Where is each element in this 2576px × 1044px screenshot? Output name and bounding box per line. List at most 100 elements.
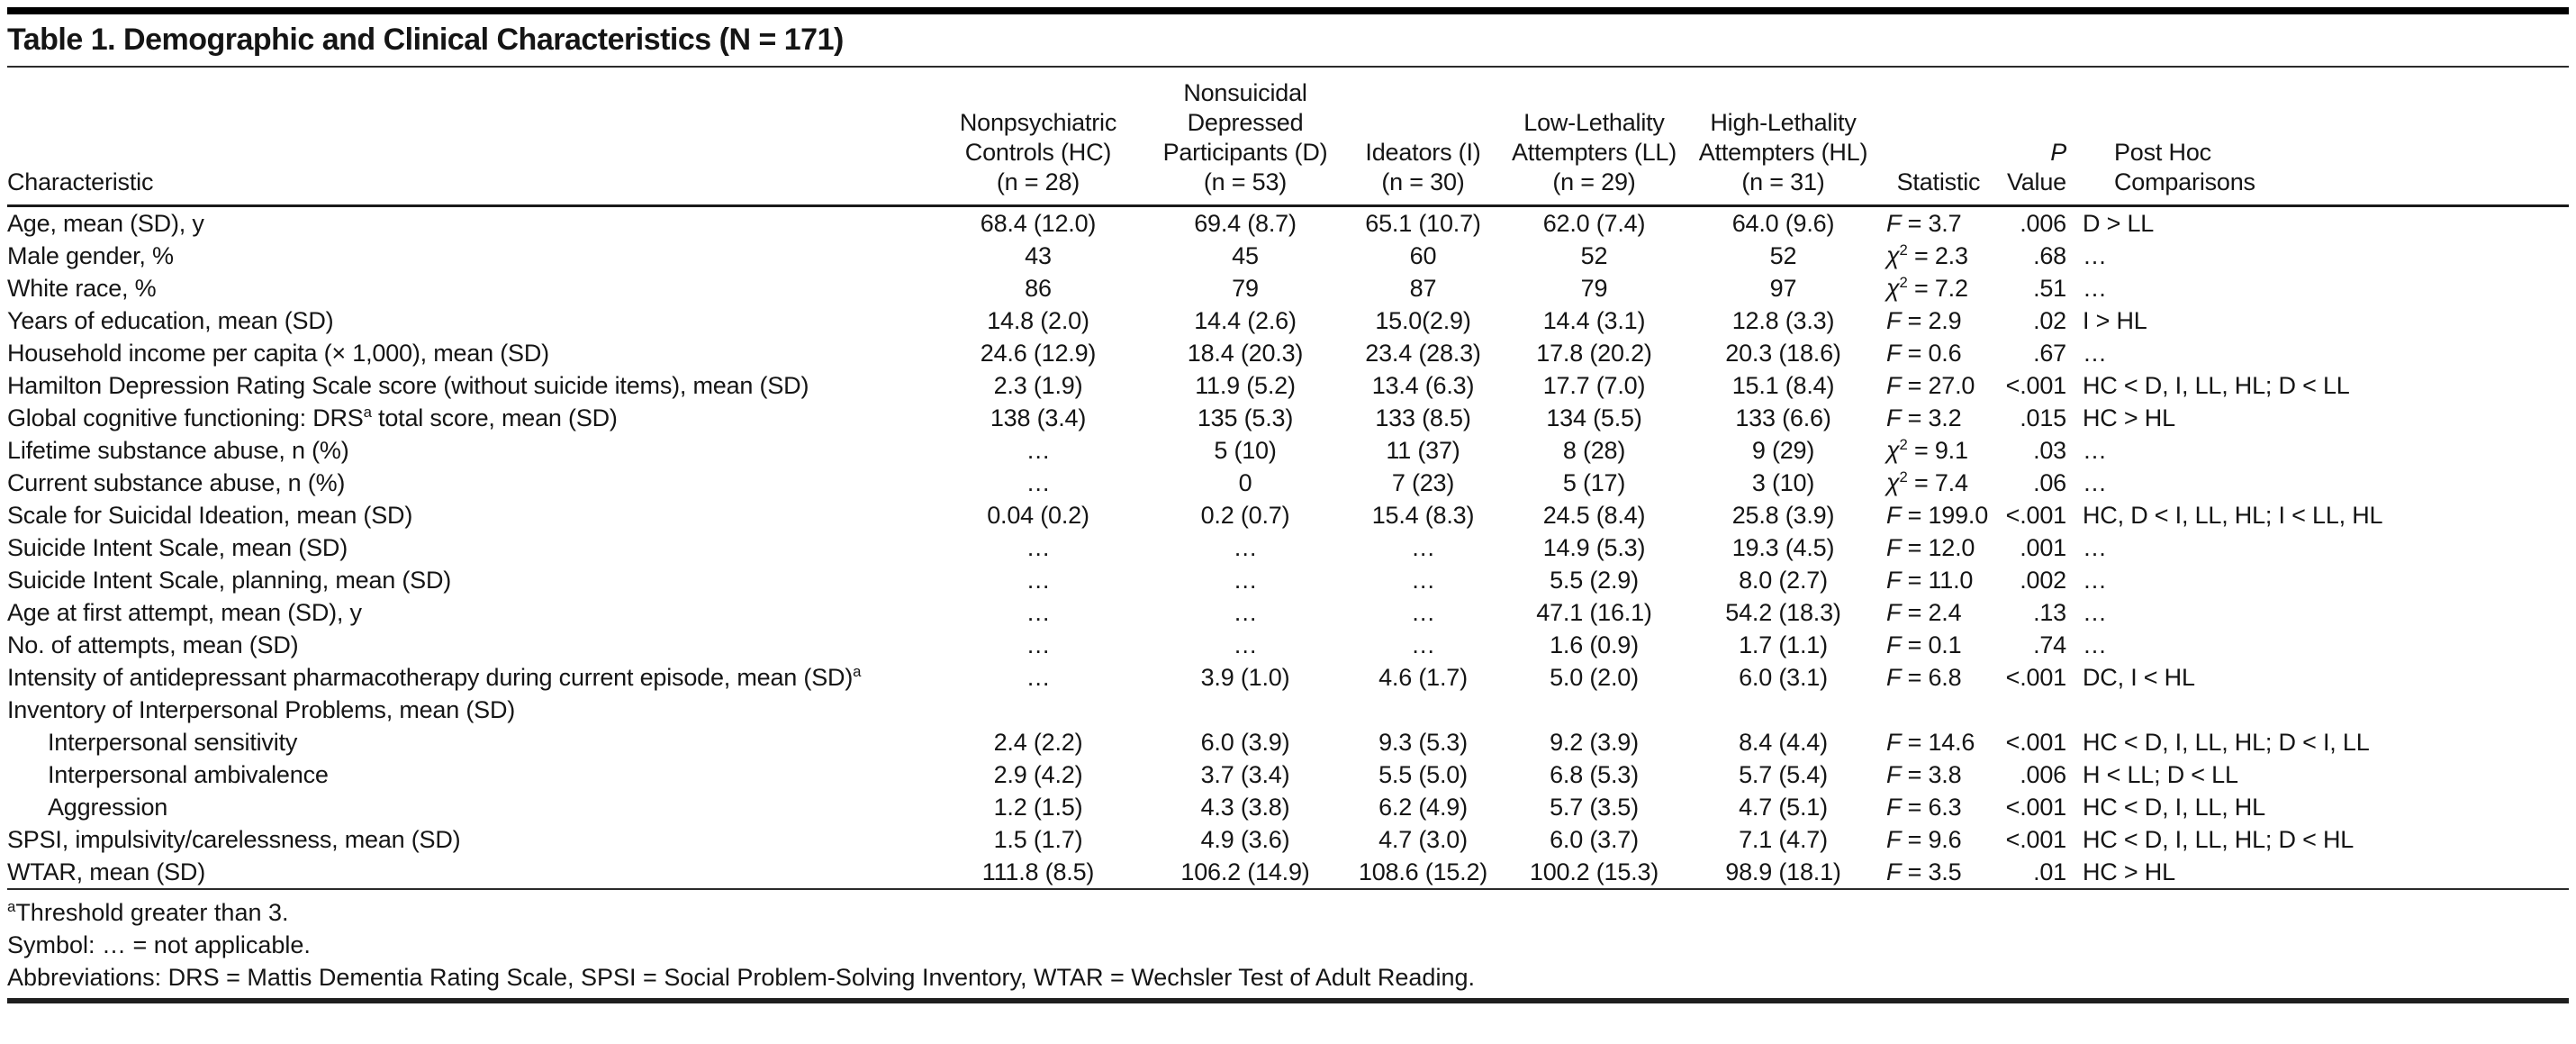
table-row: Global cognitive functioning: DRSa total… <box>7 402 2569 434</box>
cell-d: 18.4 (20.3) <box>1187 340 1304 367</box>
cell-p-value: <.001 <box>2005 794 2067 821</box>
statistic-value: F = 3.7 <box>1886 210 1962 237</box>
cell-i: 13.4 (6.3) <box>1371 372 1475 399</box>
statistic-value: F = 3.5 <box>1886 858 1962 885</box>
cell-posthoc: H < LL; D < LL <box>2083 761 2238 788</box>
cell-characteristic: White race, % <box>7 275 157 302</box>
cell-hl <box>1691 694 1876 726</box>
table-row: Inventory of Interpersonal Problems, mea… <box>7 694 2569 726</box>
statistic-value: F = 6.8 <box>1886 664 1962 691</box>
statistic-value: F = 9.6 <box>1886 826 1962 853</box>
cell-hl: 133 (6.6) <box>1735 404 1831 431</box>
cell-d: 4.9 (3.6) <box>1200 826 1290 853</box>
cell-p-value: .02 <box>2033 307 2066 334</box>
cell-ll: 17.8 (20.2) <box>1536 340 1652 367</box>
column-header-p-value: P Value <box>2002 68 2074 207</box>
cell-characteristic: Interpersonal sensitivity <box>48 729 298 756</box>
cell-i: 133 (8.5) <box>1375 404 1471 431</box>
table-row: Scale for Suicidal Ideation, mean (SD) 0.… <box>7 499 2569 531</box>
statistic-value: χ2 = 7.2 <box>1886 274 1968 302</box>
cell-d: … <box>1233 599 1258 626</box>
cell-hc: 1.2 (1.5) <box>993 794 1083 821</box>
cell-hc: … <box>1026 437 1051 464</box>
column-header-posthoc: Post Hoc Comparisons <box>2074 68 2569 207</box>
cell-d: 3.7 (3.4) <box>1200 761 1290 788</box>
cell-statistic: F = 9.6 <box>1876 823 2002 856</box>
table-row: Suicide Intent Scale, mean (SD) … … … 14.9 (… <box>7 531 2569 564</box>
cell-posthoc: … <box>2083 469 2107 496</box>
statistic-value: χ2 = 2.3 <box>1886 241 1968 269</box>
cell-i: 4.6 (1.7) <box>1378 664 1468 691</box>
cell-statistic: F = 3.7 <box>1876 206 2002 241</box>
table-row: Intensity of antidepressant pharmacother… <box>7 661 2569 694</box>
cell-p-value: .001 <box>2020 534 2066 561</box>
cell-ll: 6.8 (5.3) <box>1550 761 1639 788</box>
table-row: White race, % 86 79 87 79 97 χ2 = 7.2.51… <box>7 272 2569 304</box>
cell-hl: 19.3 (4.5) <box>1731 534 1835 561</box>
table-row: Current substance abuse, n (%) … 0 7 (23) 5 … <box>7 467 2569 499</box>
cell-i: 65.1 (10.7) <box>1365 210 1481 237</box>
cell-p-value: .03 <box>2033 437 2066 464</box>
footnote-marker: a <box>7 898 16 915</box>
cell-d: 4.3 (3.8) <box>1200 794 1290 821</box>
cell-i: 15.4 (8.3) <box>1371 502 1475 529</box>
top-rule <box>7 7 2569 14</box>
cell-statistic: F = 11.0 <box>1876 564 2002 596</box>
cell-statistic: F = 199.0 <box>1876 499 2002 531</box>
table-row: Hamilton Depression Rating Scale score (… <box>7 369 2569 402</box>
cell-characteristic: WTAR, mean (SD) <box>7 856 935 890</box>
cell-hc: 24.6 (12.9) <box>980 340 1097 367</box>
cell-hc: … <box>1026 599 1051 626</box>
cell-i: 87 <box>1409 275 1437 302</box>
cell-ll: 5.5 (2.9) <box>1550 567 1639 594</box>
cell-hl: 64.0 (9.6) <box>1731 210 1835 237</box>
cell-characteristic: Age, mean (SD), y <box>7 210 204 237</box>
cell-statistic: F = 0.1 <box>1876 629 2002 661</box>
cell-p-value: <.001 <box>2005 729 2067 756</box>
cell-statistic: F = 0.6 <box>1876 337 2002 369</box>
cell-d: 14.4 (2.6) <box>1194 307 1297 334</box>
cell-hc: … <box>1026 469 1051 496</box>
footnote-line: Symbol: … = not applicable. <box>7 931 311 958</box>
p-symbol: P <box>2050 139 2066 166</box>
cell-statistic: χ2 = 7.2 <box>1876 272 2002 304</box>
cell-i: 11 (37) <box>1386 437 1460 464</box>
column-header-ll: Low-Lethality Attempters (LL) (n = 29) <box>1497 68 1691 207</box>
cell-posthoc: … <box>2083 275 2107 302</box>
cell-ll: 24.5 (8.4) <box>1542 502 1646 529</box>
cell-i: … <box>1411 599 1435 626</box>
cell-posthoc: HC > HL <box>2083 404 2175 431</box>
cell-ll: 134 (5.5) <box>1546 404 1642 431</box>
cell-hl: 5.7 (5.4) <box>1739 761 1828 788</box>
cell-posthoc <box>2074 694 2569 726</box>
header-row: Characteristic Nonpsychiatric Controls (… <box>7 68 2569 207</box>
statistic-value: F = 11.0 <box>1886 567 1974 594</box>
cell-p-value: .01 <box>2002 856 2074 890</box>
cell-d: … <box>1233 567 1258 594</box>
statistic-value: χ2 = 9.1 <box>1886 436 1968 464</box>
cell-p-value: <.001 <box>2005 502 2067 529</box>
cell-d: 135 (5.3) <box>1197 404 1294 431</box>
cell-p-value: .67 <box>2033 340 2066 367</box>
cell-hl: 6.0 (3.1) <box>1739 664 1828 691</box>
footnote-marker: a <box>853 663 862 680</box>
cell-d: 69.4 (8.7) <box>1194 210 1297 237</box>
cell-posthoc: … <box>2083 567 2107 594</box>
cell-posthoc: HC < D, I, LL, HL; D < LL <box>2083 372 2350 399</box>
cell-hl: 97 <box>1769 275 1797 302</box>
cell-hl: 7.1 (4.7) <box>1739 826 1828 853</box>
cell-ll: 17.7 (7.0) <box>1542 372 1646 399</box>
cell-d: 0.2 (0.7) <box>1200 502 1290 529</box>
cell-posthoc: I > HL <box>2083 307 2147 334</box>
table-row: SPSI, impulsivity/carelessness, mean (SD… <box>7 823 2569 856</box>
cell-hl: 98.9 (18.1) <box>1691 856 1876 890</box>
cell-posthoc: … <box>2083 599 2107 626</box>
table-row: Interpersonal sensitivity 2.4 (2.2) 6.0 (3… <box>7 726 2569 758</box>
cell-characteristic: Interpersonal ambivalence <box>48 761 329 788</box>
cell-d: 3.9 (1.0) <box>1200 664 1290 691</box>
cell-i: 108.6 (15.2) <box>1349 856 1497 890</box>
cell-p-value: <.001 <box>2005 664 2067 691</box>
cell-p-value: .74 <box>2033 631 2066 658</box>
cell-ll: 1.6 (0.9) <box>1550 631 1639 658</box>
cell-hc: 2.4 (2.2) <box>993 729 1083 756</box>
